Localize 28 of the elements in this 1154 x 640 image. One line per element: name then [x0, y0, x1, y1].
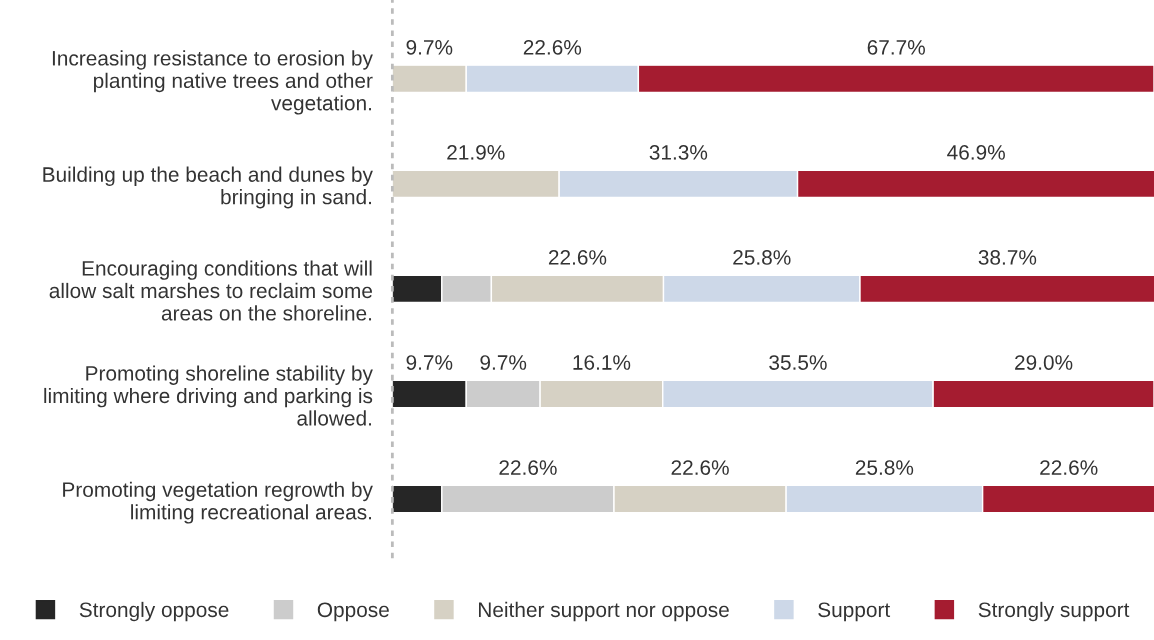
data-label: 67.7%	[867, 39, 925, 55]
legend-label: Oppose	[317, 602, 389, 622]
data-label: 25.8%	[855, 460, 914, 475]
data-label: 29.0%	[1015, 355, 1073, 370]
legend-label: Strongly oppose	[79, 601, 229, 622]
data-label: 9.7%	[406, 39, 453, 55]
y-tick-label: Promoting vegetation regrowth by limiting recreational areas.	[63, 481, 373, 524]
data-label: 9.7%	[406, 355, 453, 370]
legend-label: Neither support nor oppose	[479, 601, 729, 622]
data-label: 22.6%	[1040, 460, 1098, 475]
y-tick-label: Building up the beach and dunes by bringing in sand.	[43, 166, 373, 209]
data-label: 22.6%	[548, 250, 607, 265]
legend-label: Strongly support	[978, 601, 1130, 622]
legend-label: Support	[818, 602, 891, 622]
data-label: 25.8%	[733, 250, 791, 265]
data-label: 22.6%	[499, 460, 557, 475]
data-label: 38.7%	[978, 250, 1037, 265]
data-label: 16.1%	[573, 355, 631, 370]
data-label: 9.7%	[480, 355, 527, 370]
data-label: 22.6%	[523, 39, 582, 55]
y-tick-label: Increasing resistance to erosion by planting native trees and other vegetation.	[52, 50, 373, 115]
data-label: 22.6%	[671, 460, 729, 475]
data-label: 21.9%	[447, 145, 505, 160]
y-tick-label: Promoting shoreline stability by limiting where driving and parking is allowed.	[44, 365, 373, 426]
data-label: 35.5%	[769, 355, 827, 370]
data-label: 31.3%	[649, 145, 708, 160]
data-label: 46.9%	[947, 145, 1005, 160]
y-tick-label: Encouraging conditions that will allow salt marshes to reclaim some areas on the shoreline.	[49, 260, 373, 321]
